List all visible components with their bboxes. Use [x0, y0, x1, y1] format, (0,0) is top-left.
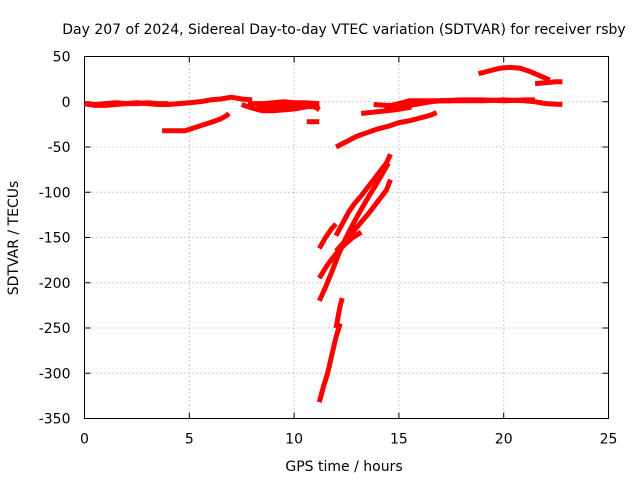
x-tick-label: 10 [285, 432, 303, 448]
x-tick-label: 5 [185, 432, 194, 448]
sdtvar-trace-15 [534, 79, 563, 87]
x-tick-label: 20 [495, 432, 513, 448]
sdtvar-trace-9 [334, 110, 438, 150]
y-tick-label: 50 [53, 50, 71, 66]
sdtvar-trace-3 [162, 111, 231, 134]
sdtvar-trace-21 [333, 153, 393, 237]
series-group [84, 64, 563, 403]
sdtvar-trace-6 [256, 103, 320, 110]
x-tick-label: 25 [600, 432, 618, 448]
axis-ticks [84, 56, 609, 419]
sdtvar-trace-2 [84, 100, 169, 107]
y-tick-label: -350 [39, 412, 71, 428]
x-tick-labels: 0 5 10 15 20 25 [80, 432, 617, 448]
chart-title: Day 207 of 2024, Sidereal Day-to-day VTE… [62, 22, 625, 38]
y-tick-label: -250 [39, 321, 71, 337]
x-tick-label: 0 [80, 432, 89, 448]
x-axis-label: GPS time / hours [285, 459, 402, 475]
sdtvar-trace-19 [316, 322, 343, 403]
sdtvar-trace-13 [440, 97, 536, 104]
y-tick-labels: 50 0 -50 -100 -150 -200 -250 -300 -350 [39, 50, 71, 428]
x-tick-label: 15 [390, 432, 408, 448]
y-tick-label: -150 [39, 231, 71, 247]
sdtvar-trace-5 [248, 99, 320, 107]
sdtvar-trace-8 [309, 101, 321, 112]
y-axis-label: SDTVAR / TECUs [6, 181, 22, 296]
sdtvar-trace-22 [334, 178, 393, 253]
sdtvar-trace-20 [333, 297, 345, 329]
sdtvar-trace-18 [317, 162, 391, 302]
y-tick-label: -50 [48, 140, 71, 156]
y-tick-label: -300 [39, 366, 71, 382]
y-tick-label: -100 [39, 185, 71, 201]
sdtvar-trace-14 [477, 64, 551, 83]
sdtvar-trace-16 [317, 222, 338, 250]
grid-lines [84, 56, 609, 419]
y-tick-label: 0 [62, 95, 71, 111]
y-tick-label: -200 [39, 276, 71, 292]
